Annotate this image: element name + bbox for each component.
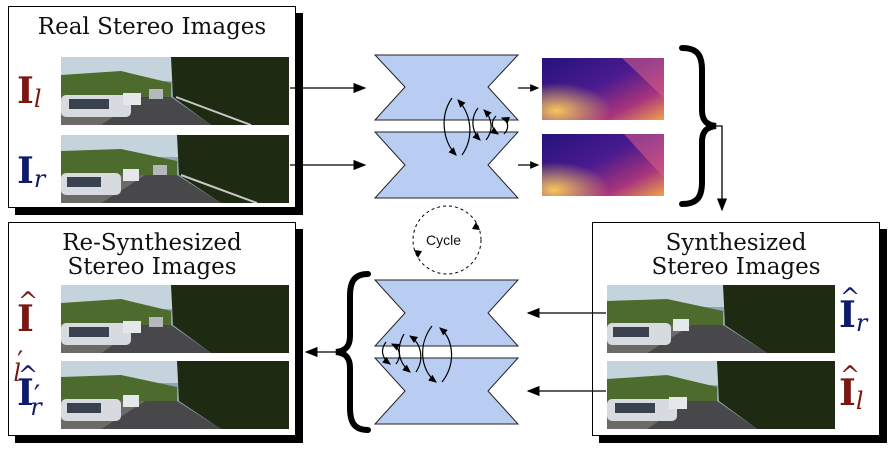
synth-left-symbol: I bbox=[839, 355, 860, 413]
real-right-photo bbox=[61, 135, 289, 203]
real-stereo-title: Real Stereo Images bbox=[37, 14, 267, 40]
real-left-symbol: I bbox=[17, 70, 34, 112]
resynth-right-symbol: I bbox=[17, 355, 38, 413]
real-stereo-panel: Real Stereo Images Il Ir bbox=[8, 6, 296, 208]
cycle-arrowhead-top bbox=[472, 222, 480, 230]
resynth-left-photo bbox=[61, 285, 289, 353]
top-network-upper bbox=[373, 54, 520, 121]
resynth-right-prime: ′ bbox=[33, 379, 41, 412]
right-brace bbox=[679, 45, 717, 207]
resynth-stereo-panel: Re-Synthesized Stereo Images I′l I′r bbox=[8, 222, 296, 436]
cycle-arrowhead-bottom bbox=[414, 250, 422, 258]
resynth-right-label: I′r bbox=[17, 355, 42, 421]
real-right-label: Ir bbox=[17, 151, 45, 195]
synth-left-photo bbox=[607, 361, 835, 429]
real-left-photo bbox=[61, 57, 289, 125]
real-left-label: Il bbox=[17, 71, 42, 115]
bottom-network-upper bbox=[373, 279, 520, 347]
top-network-lower bbox=[373, 131, 520, 199]
real-right-subscript: r bbox=[33, 165, 46, 193]
synth-right-photo bbox=[607, 285, 835, 353]
arrow-brace-to-synth bbox=[716, 125, 728, 212]
synth-stereo-panel: Synthesized Stereo Images Ir bbox=[592, 222, 880, 436]
bottom-network-lower bbox=[373, 357, 520, 425]
synth-left-subscript: l bbox=[855, 387, 864, 415]
synth-left-label: Il bbox=[839, 355, 864, 417]
depth-map-left bbox=[542, 58, 664, 120]
left-brace bbox=[335, 271, 371, 433]
real-left-subscript: l bbox=[33, 85, 42, 113]
top-cross-connections bbox=[443, 97, 510, 156]
synth-title-line1: Synthesized bbox=[665, 230, 807, 256]
synth-right-symbol: I bbox=[839, 277, 860, 335]
resynth-right-photo bbox=[61, 361, 289, 429]
resynth-title-line1: Re-Synthesized bbox=[62, 230, 242, 256]
cycle-label: Cycle bbox=[426, 232, 462, 248]
resynth-left-symbol: I bbox=[17, 281, 38, 339]
resynth-title-line2: Stereo Images bbox=[67, 254, 237, 280]
real-right-symbol: I bbox=[17, 150, 34, 192]
synth-right-subscript: r bbox=[855, 309, 868, 337]
depth-map-right bbox=[542, 134, 664, 196]
synth-right-label: Ir bbox=[839, 277, 868, 339]
resynth-right-subscript: r bbox=[30, 393, 42, 421]
bottom-cross-connections bbox=[381, 325, 453, 383]
synth-title-line2: Stereo Images bbox=[651, 254, 821, 280]
cycle-circle bbox=[412, 205, 482, 275]
